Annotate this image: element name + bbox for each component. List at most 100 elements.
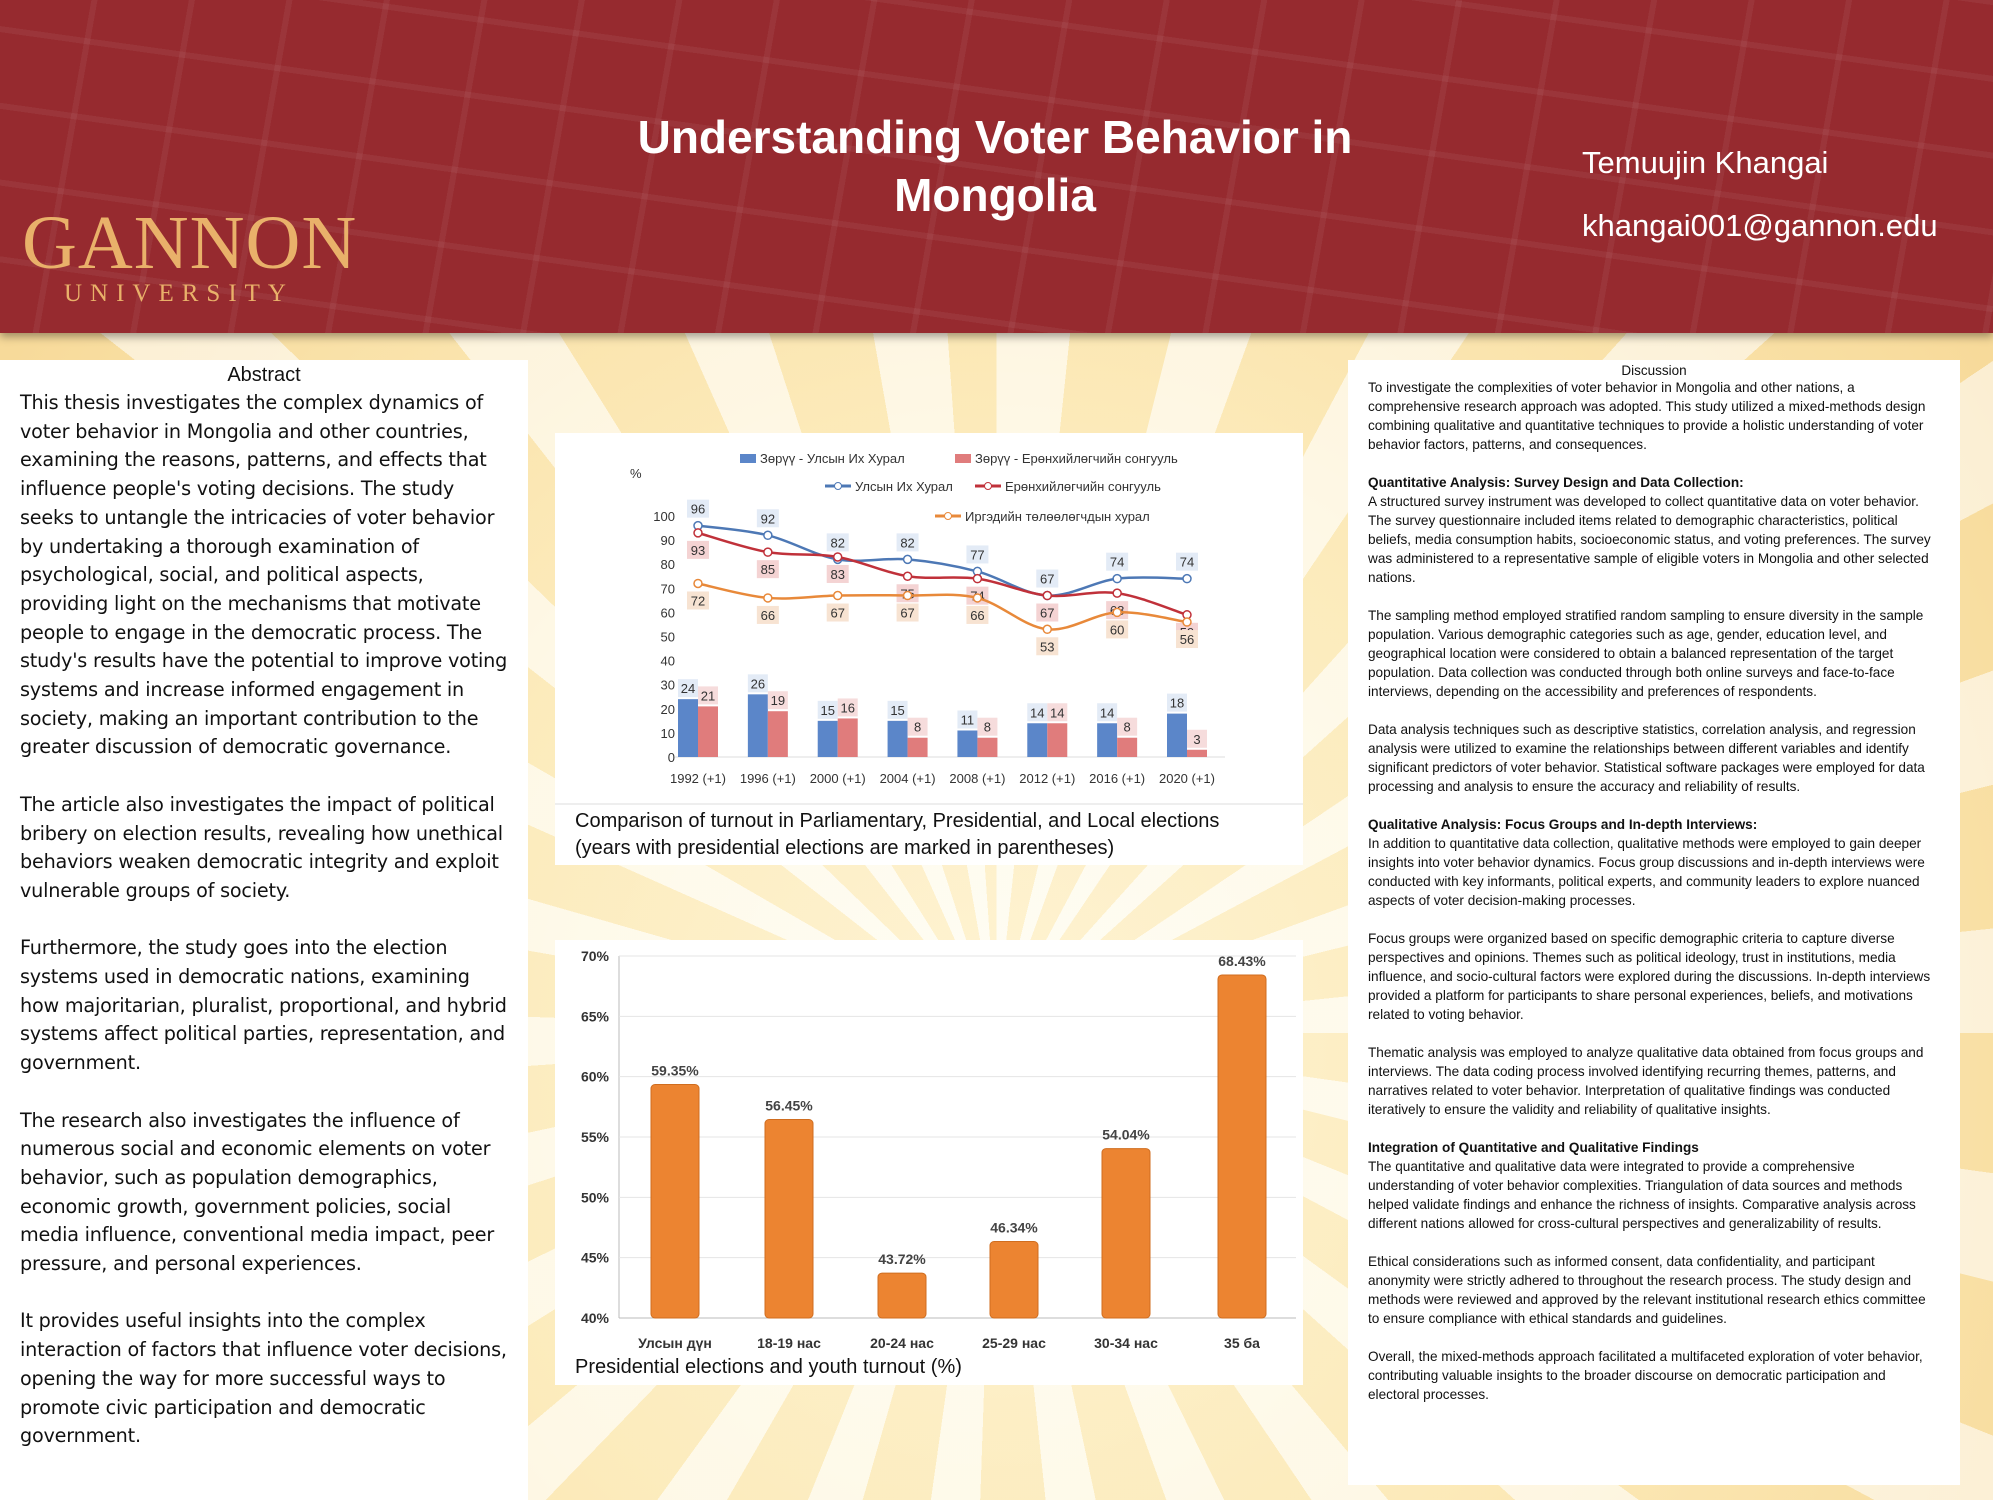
x-tick-label: 2000 (+1) — [810, 771, 866, 786]
data-label-bg — [887, 700, 908, 719]
x-tick-label: 18-19 нас — [757, 1335, 821, 1351]
legend-marker — [834, 482, 842, 490]
data-point — [902, 554, 913, 565]
discussion-paragraph: Quantitative Analysis: Survey Design and… — [1368, 473, 1940, 587]
discussion-paragraph: Qualitative Analysis: Focus Groups and I… — [1368, 815, 1940, 910]
data-label: 68.43% — [1218, 953, 1266, 969]
legend-swatch — [740, 454, 756, 463]
bar — [747, 694, 768, 757]
y-tick-label: 65% — [581, 1008, 610, 1024]
data-label: 16 — [840, 700, 854, 715]
legend-label: Ерөнхийлөгчийн сонгууль — [1005, 479, 1161, 494]
y-tick-label: 100 — [653, 509, 675, 524]
series-line — [697, 524, 1188, 597]
x-tick-label: 2020 (+1) — [1159, 771, 1215, 786]
data-point — [902, 571, 913, 581]
data-label-bg — [756, 560, 779, 579]
data-label-bg — [1187, 729, 1207, 748]
data-label: 8 — [914, 720, 921, 735]
chart-caption: Presidential elections and youth turnout… — [575, 1356, 962, 1378]
y-tick-label: 70 — [661, 581, 675, 596]
bar — [977, 737, 998, 757]
abstract-paragraph: The research also investigates the influ… — [20, 1108, 495, 1276]
bar — [650, 1084, 700, 1319]
series-line — [697, 531, 1188, 617]
data-label-bg — [1176, 630, 1198, 649]
x-tick-label: 1992 (+1) — [670, 771, 726, 786]
y-tick-label: 45% — [581, 1250, 610, 1266]
bar — [1117, 737, 1138, 757]
data-label-bg — [966, 605, 989, 624]
y-tick-label: 50% — [581, 1189, 610, 1205]
bar — [1097, 723, 1118, 757]
x-tick-label: 2004 (+1) — [880, 771, 936, 786]
x-tick-label: Улсын дүн — [638, 1335, 712, 1351]
y-tick-label: 20 — [661, 702, 675, 717]
data-label-bg — [826, 603, 849, 622]
discussion-text: A structured survey instrument was devel… — [1368, 494, 1931, 585]
bar — [767, 711, 788, 757]
youth-chart-svg: 40% 45% 50% 55% 60% 65% 70% 59.35% Улсын дүн 56.4… — [581, 948, 1296, 1351]
data-label-bg — [826, 533, 849, 552]
bar — [698, 706, 718, 757]
data-label-bg — [1167, 693, 1187, 712]
youth-turnout-chart: 40% 45% 50% 55% 60% 65% 70% 59.35% Улсын дүн 56.4… — [555, 940, 1303, 1385]
data-label: 3 — [1193, 732, 1200, 747]
discussion-paragraph: Data analysis techniques such as descrip… — [1368, 720, 1940, 796]
bar — [1217, 974, 1267, 1319]
data-label-bg — [687, 499, 709, 518]
data-point — [1042, 590, 1053, 601]
discussion-heading: Discussion — [1621, 363, 1687, 378]
data-label: 8 — [1124, 720, 1131, 735]
data-label-bg — [756, 605, 779, 624]
bar — [1101, 1148, 1151, 1319]
bar — [1047, 723, 1068, 757]
y-tick-label: 80 — [661, 557, 675, 572]
poster-title: Understanding Voter Behavior in Mongolia — [637, 111, 1353, 221]
bar — [1167, 713, 1187, 757]
data-label: 53 — [1040, 639, 1054, 654]
discussion-subheading: Quantitative Analysis: Survey Design and… — [1368, 475, 1744, 490]
discussion-text: Ethical considerations such as informed … — [1368, 1254, 1926, 1326]
data-point — [763, 547, 773, 557]
data-point — [763, 530, 773, 541]
data-label: 67 — [1040, 606, 1054, 621]
y-tick-label: 60 — [661, 605, 675, 620]
discussion-paragraph: Ethical considerations such as informed … — [1368, 1252, 1940, 1328]
x-tick-label: 30-34 нас — [1094, 1335, 1158, 1351]
header-pattern — [0, 0, 1993, 333]
data-label-bg — [837, 698, 858, 717]
data-label: 77 — [970, 547, 984, 562]
bar — [1187, 749, 1207, 757]
discussion-text: The quantitative and qualitative data we… — [1368, 1159, 1916, 1231]
data-point — [693, 578, 703, 589]
bar — [764, 1119, 814, 1319]
legend-label: Улсын Их Хурал — [855, 479, 953, 494]
x-tick-label: 25-29 нас — [982, 1335, 1046, 1351]
data-point — [902, 590, 913, 601]
data-label: 67 — [1040, 572, 1054, 587]
data-label: 60 — [1110, 622, 1124, 637]
data-label: 67 — [900, 606, 914, 621]
data-label-bg — [1117, 717, 1138, 736]
y-tick-label: 50 — [661, 630, 675, 645]
data-label: 26 — [751, 676, 765, 691]
data-label: 54.04% — [1102, 1127, 1150, 1143]
discussion-text: The sampling method employed stratified … — [1368, 608, 1924, 699]
data-label-bg — [1036, 569, 1059, 588]
data-label-bg — [817, 700, 838, 719]
y-tick-label: 30 — [661, 678, 675, 693]
bar — [678, 699, 698, 757]
data-label: 18 — [1170, 696, 1184, 711]
discussion-subheading: Integration of Quantitative and Qualitat… — [1368, 1140, 1699, 1155]
data-label: 96 — [691, 502, 705, 517]
data-label-bg — [907, 717, 928, 736]
author-email[interactable]: khangai001@gannon.edu — [1582, 208, 1938, 243]
bar — [877, 1272, 927, 1319]
data-label: 74 — [1110, 555, 1124, 570]
discussion-text: Overall, the mixed-methods approach faci… — [1368, 1349, 1923, 1402]
data-label-bg — [687, 591, 709, 610]
data-label: 56 — [1180, 632, 1194, 647]
discussion-text: Focus groups were organized based on spe… — [1368, 931, 1931, 1022]
x-tick-label: 2008 (+1) — [949, 771, 1005, 786]
